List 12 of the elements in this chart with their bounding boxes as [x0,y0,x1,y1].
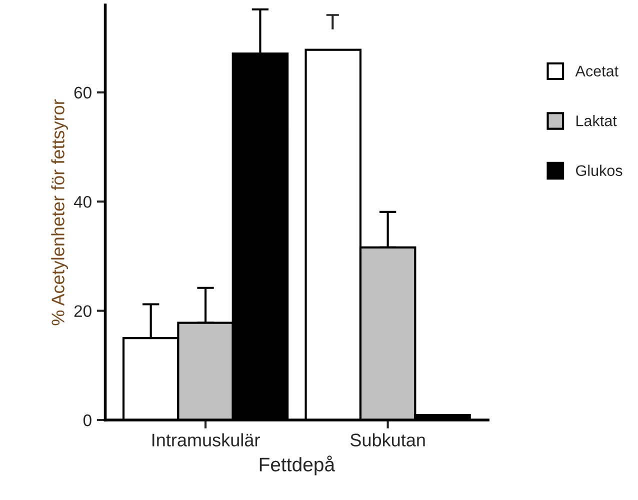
y-tick-label: 0 [83,414,92,426]
legend-label: Laktat [576,115,617,126]
y-tick-label: 40 [74,196,92,208]
x-tick-label: Intramuskulär [152,433,260,446]
legend-label: Acetat [575,66,618,76]
y-axis-title: % Acetylenheter för fettsyror [51,99,68,326]
x-tick-label: Subkutan [350,433,425,446]
y-tick-label: 20 [74,305,92,317]
legend-label: Glukos [576,164,622,176]
x-axis-title: Fettdepå [260,456,336,476]
y-tick-label: 60 [74,86,92,99]
annotation: T [326,14,339,30]
